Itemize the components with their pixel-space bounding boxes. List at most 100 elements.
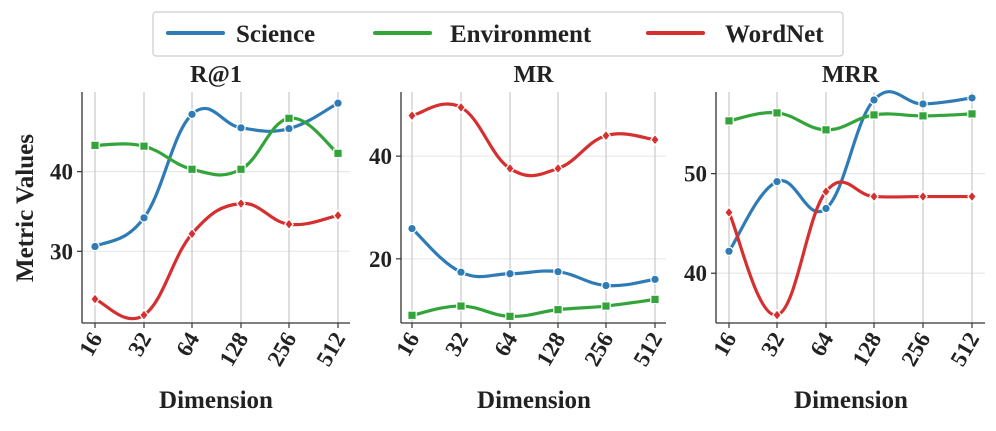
y-axis-label: Metric Values (12, 134, 39, 282)
y-tick-label: 30 (50, 239, 73, 264)
data-point-environment (821, 125, 831, 135)
x-tick-label: 16 (74, 328, 107, 360)
data-point-science (601, 280, 611, 291)
panel-title-mr: MR (514, 62, 555, 88)
data-point-environment (918, 111, 928, 121)
series-line-wordnet (93, 201, 340, 321)
panel-mr: MR 20 40 16 32 64 128 256 512 Dimension (369, 62, 667, 414)
series-line-wordnet (410, 102, 657, 178)
data-point-wordnet (772, 308, 782, 322)
legend-label-science: Science (236, 21, 315, 48)
data-point-environment (505, 311, 515, 322)
data-point-science (505, 268, 515, 279)
x-axis-label: Dimension (794, 387, 908, 414)
x-tick-label: 256 (262, 328, 301, 370)
data-point-science (139, 213, 149, 223)
data-point-environment (236, 164, 246, 175)
series-wordnet (407, 101, 660, 178)
data-point-science (284, 123, 294, 134)
x-tick-label: 16 (708, 328, 741, 360)
legend: Science Environment WordNet (152, 11, 844, 57)
series-wordnet (724, 180, 977, 322)
series-environment (90, 113, 343, 177)
data-point-environment (772, 108, 782, 118)
panel-title-r-1: R@1 (190, 62, 242, 88)
data-point-environment (333, 148, 343, 159)
series-line-wordnet (727, 180, 974, 317)
x-tick-label: 16 (391, 328, 424, 360)
data-point-science (821, 203, 831, 214)
data-point-science (918, 99, 928, 109)
x-tick-label: 512 (945, 328, 984, 370)
data-point-environment (553, 304, 563, 315)
data-point-science (724, 246, 734, 257)
data-point-science (456, 267, 466, 277)
data-point-wordnet (505, 162, 515, 175)
data-point-wordnet (90, 292, 100, 306)
series-line-environment (410, 297, 657, 318)
x-axis-label: Dimension (477, 387, 591, 414)
series-science (90, 98, 343, 252)
data-point-wordnet (601, 129, 611, 142)
y-tick-label: 40 (684, 261, 707, 286)
data-point-environment (650, 294, 660, 305)
x-tick-label: 512 (628, 328, 667, 370)
x-tick-label: 128 (214, 328, 253, 370)
data-point-wordnet (407, 109, 417, 122)
data-point-wordnet (967, 190, 977, 203)
data-point-wordnet (869, 190, 879, 203)
legend-item-environment: Environment (373, 21, 592, 48)
data-point-wordnet (284, 218, 294, 231)
data-point-environment (187, 164, 197, 175)
data-point-wordnet (236, 197, 246, 210)
series-line-environment (93, 116, 340, 177)
series-environment (407, 294, 660, 322)
x-tick-label: 256 (896, 328, 935, 370)
data-point-environment (456, 301, 466, 311)
data-point-environment (869, 110, 879, 120)
data-point-environment (90, 140, 100, 151)
y-tick-label: 40 (369, 144, 392, 169)
series-line-environment (727, 111, 974, 132)
data-point-science (967, 93, 977, 103)
series-line-science (410, 226, 657, 288)
data-point-science (650, 274, 660, 285)
x-tick-label: 128 (531, 328, 570, 370)
data-point-environment (407, 310, 417, 321)
data-point-science (869, 95, 879, 105)
data-point-environment (284, 113, 294, 124)
series-science (724, 90, 977, 257)
panel-r-1: R@1 30 40 16 32 64 128 256 512 Dimension (50, 62, 350, 414)
data-point-environment (967, 109, 977, 119)
data-point-environment (601, 301, 611, 311)
legend-frame (152, 11, 844, 57)
legend-label-environment: Environment (450, 21, 592, 48)
data-point-wordnet (333, 209, 343, 222)
x-tick-label: 512 (311, 328, 350, 370)
data-point-science (407, 223, 417, 234)
data-point-wordnet (456, 101, 466, 114)
x-tick-label: 64 (489, 328, 522, 361)
legend-label-wordnet: WordNet (725, 21, 824, 48)
series-environment (724, 108, 977, 135)
series-science (407, 223, 660, 291)
data-point-science (90, 241, 100, 252)
x-tick-label: 64 (171, 328, 204, 361)
data-point-environment (139, 141, 149, 151)
data-point-science (772, 176, 782, 187)
data-point-science (187, 109, 197, 120)
data-point-wordnet (918, 190, 928, 203)
series-wordnet (90, 197, 343, 322)
y-tick-label: 20 (369, 247, 392, 272)
x-tick-label: 256 (579, 328, 618, 370)
y-tick-label: 40 (50, 160, 73, 185)
data-point-wordnet (139, 308, 149, 322)
data-point-science (236, 123, 246, 133)
data-point-wordnet (553, 162, 563, 175)
data-point-science (553, 266, 563, 277)
x-tick-label: 32 (123, 328, 156, 360)
panel-title-mrr: MRR (822, 62, 880, 88)
legend-item-science: Science (166, 21, 315, 48)
